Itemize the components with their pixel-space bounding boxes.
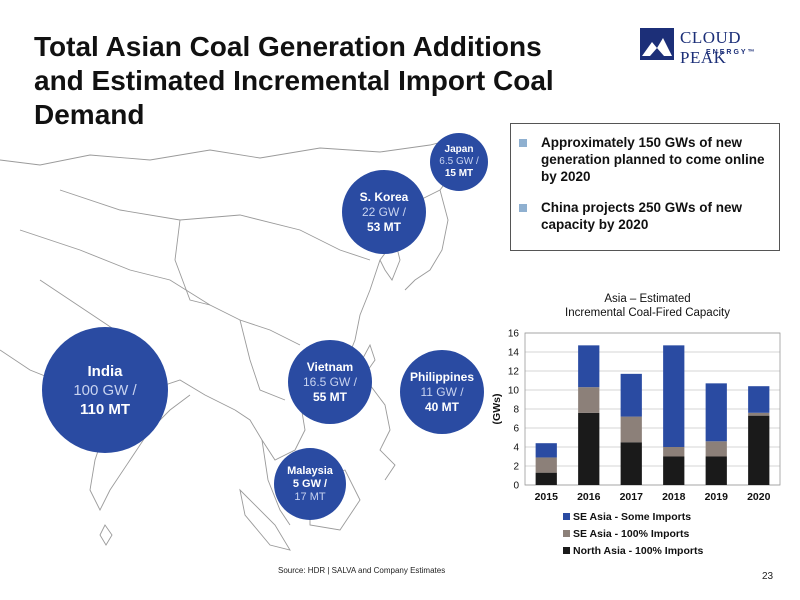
- vietnam-name: Vietnam: [306, 359, 354, 374]
- japan-islands: [404, 189, 449, 291]
- skorea-mt: 53 MT: [366, 219, 401, 234]
- bar-segment: [535, 472, 557, 485]
- plot-frame: [524, 332, 781, 486]
- bullet-text: Approximately 150 GWs of new generation …: [541, 135, 765, 184]
- border-line-5: [239, 319, 286, 401]
- chart-title-line-2: Incremental Coal-Fired Capacity: [565, 307, 730, 319]
- y-tick-label: 6: [513, 424, 519, 435]
- x-tick-label: 2015: [535, 491, 559, 503]
- y-tick-label: 4: [513, 443, 519, 454]
- bar-segment: [535, 443, 557, 458]
- bar-segment: [705, 383, 727, 442]
- malaysia-gw: 5 GW /: [292, 477, 328, 490]
- company-logo: CLOUD PEAK ENERGY™: [640, 28, 790, 67]
- india-name: India: [87, 362, 123, 380]
- bullet-item: Approximately 150 GWs of new generation …: [519, 134, 771, 185]
- x-tick-label: 2019: [705, 491, 729, 503]
- india-mt: 110 MT: [79, 400, 131, 418]
- malaysia-name: Malaysia: [287, 464, 333, 477]
- source-note: Source: HDR | SALVA and Company Estimate…: [278, 566, 446, 575]
- coastline-north: [0, 134, 471, 166]
- border-line-1: [59, 189, 371, 261]
- bar-segment: [663, 345, 685, 447]
- slide-title-line-2: and Estimated Incremental Import Coal De…: [34, 65, 554, 130]
- mountain-logo-icon: [640, 28, 674, 60]
- logo-subtitle: ENERGY™: [706, 49, 757, 56]
- vietnam-mt: 55 MT: [312, 389, 347, 404]
- bullet-square-icon: [519, 204, 527, 212]
- bar-segment: [748, 386, 770, 413]
- y-axis-label: (GWs): [491, 394, 503, 425]
- philippines-islands: [369, 384, 396, 481]
- japan-name: Japan: [444, 144, 474, 155]
- bar-segment: [620, 416, 642, 443]
- legend-label: North Asia - 100% Imports: [573, 545, 703, 557]
- bullet-item: China projects 250 GWs of new capacity b…: [519, 199, 771, 233]
- vietnam-bubble: Vietnam 16.5 GW / 55 MT: [288, 340, 372, 424]
- bar-segment: [705, 441, 727, 457]
- chart-title-line-1: Asia – Estimated: [604, 293, 690, 305]
- y-tick-label: 14: [508, 348, 520, 359]
- x-tick-label: 2020: [747, 491, 771, 503]
- y-tick-label: 10: [508, 386, 520, 397]
- india-gw: 100 GW /: [73, 381, 137, 399]
- y-tick-label: 0: [513, 481, 519, 492]
- bar-segment: [663, 456, 685, 485]
- capacity-chart: Asia – Estimated Incremental Coal-Fired C…: [491, 293, 781, 557]
- bar-segment: [748, 412, 770, 416]
- bar-segment: [578, 345, 600, 388]
- philippines-gw: 11 GW /: [420, 384, 464, 399]
- y-tick-label: 12: [508, 367, 520, 378]
- malaysia-mt: 17 MT: [294, 490, 326, 503]
- bar-segment: [578, 387, 600, 413]
- x-tick-label: 2017: [620, 491, 644, 503]
- japan-gw: 6.5 GW /: [439, 156, 479, 167]
- india-bubble: India 100 GW / 110 MT: [42, 327, 168, 453]
- legend-swatch: [563, 530, 570, 537]
- japan-mt: 15 MT: [444, 168, 474, 179]
- bar-segment: [535, 457, 557, 473]
- skorea-bubble: S. Korea 22 GW / 53 MT: [342, 170, 426, 254]
- x-tick-label: 2018: [662, 491, 686, 503]
- bar-segment: [620, 442, 642, 485]
- vietnam-gw: 16.5 GW /: [302, 374, 358, 389]
- malay-peninsula: [261, 439, 291, 526]
- bullet-box: Approximately 150 GWs of new generation …: [510, 123, 780, 251]
- sumatra-island: [239, 488, 291, 551]
- border-line-4: [174, 219, 211, 306]
- japan-bubble: Japan 6.5 GW / 15 MT: [430, 133, 488, 191]
- page-number: 23: [762, 571, 774, 582]
- korea-peninsula: [379, 239, 401, 281]
- sri-lanka-island: [99, 524, 113, 546]
- bar-segment: [705, 456, 727, 485]
- x-tick-label: 2016: [577, 491, 601, 503]
- border-line-6: [19, 229, 81, 251]
- legend-label: SE Asia - 100% Imports: [573, 528, 689, 540]
- bar-segment: [578, 412, 600, 485]
- bar-segment: [663, 447, 685, 457]
- bar-segment: [748, 415, 770, 485]
- legend-swatch: [563, 513, 570, 520]
- philippines-mt: 40 MT: [424, 399, 459, 414]
- legend-swatch: [563, 547, 570, 554]
- legend-label: SE Asia - Some Imports: [573, 511, 691, 523]
- skorea-gw: 22 GW /: [361, 204, 406, 219]
- malaysia-bubble: Malaysia 5 GW / 17 MT: [274, 448, 346, 520]
- logo-name: CLOUD PEAK: [680, 28, 742, 67]
- y-tick-label: 16: [508, 329, 520, 340]
- bullet-text: China projects 250 GWs of new capacity b…: [541, 200, 743, 232]
- skorea-name: S. Korea: [359, 189, 409, 204]
- bullet-square-icon: [519, 139, 527, 147]
- philippines-bubble: Philippines 11 GW / 40 MT: [400, 350, 484, 434]
- y-tick-label: 2: [513, 462, 519, 473]
- philippines-name: Philippines: [409, 369, 474, 384]
- slide-title: Total Asian Coal Generation Additions an…: [34, 30, 634, 132]
- slide-title-line-1: Total Asian Coal Generation Additions: [34, 31, 542, 62]
- bar-segment: [620, 373, 642, 417]
- y-tick-label: 8: [513, 405, 519, 416]
